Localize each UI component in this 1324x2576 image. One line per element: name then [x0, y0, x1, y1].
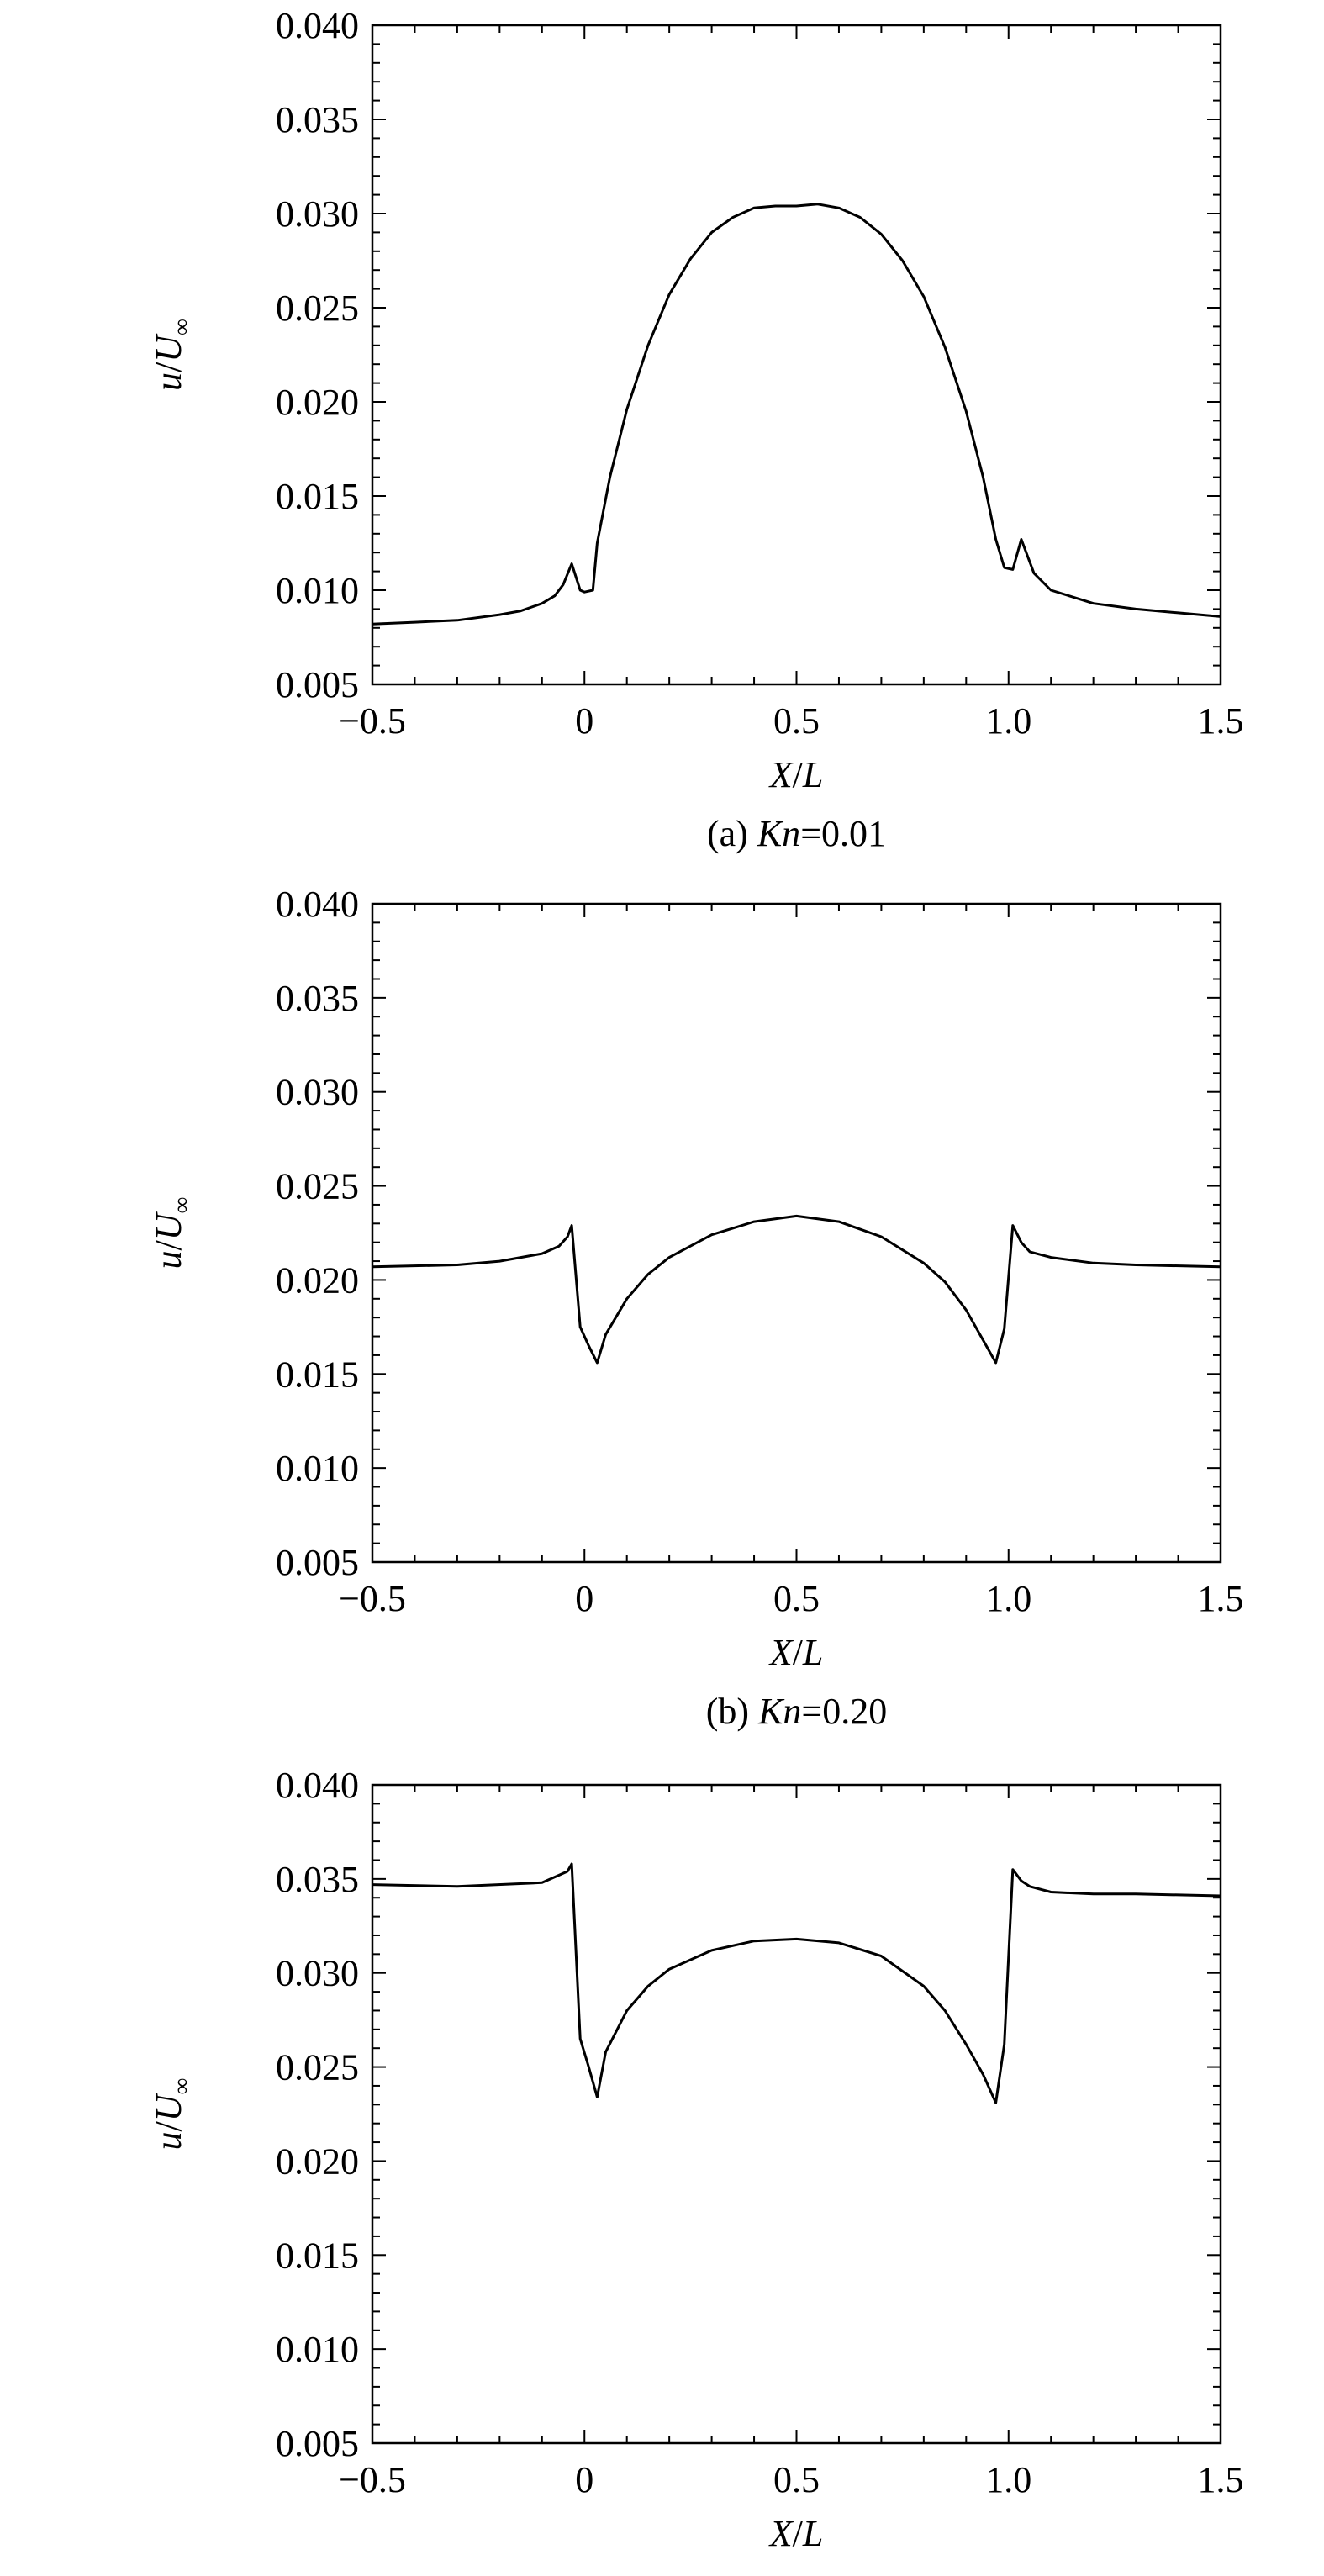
x-tick-label: 1.5	[1198, 1578, 1244, 1619]
y-tick-label: 0.010	[276, 2329, 359, 2370]
y-tick-label: 0.015	[276, 476, 359, 517]
plot-frame-a	[371, 24, 1222, 686]
y-tick-label: 0.010	[276, 1448, 359, 1489]
plot-frame-b	[371, 902, 1222, 1564]
panel-caption-a: (a) Kn=0.01	[707, 813, 886, 854]
x-tick-label: 0.5	[773, 700, 820, 742]
y-tick-label: 0.015	[276, 2235, 359, 2276]
y-tick-label: 0.025	[276, 1166, 359, 1207]
series-line-c	[372, 1862, 1221, 2104]
x-tick-label: 1.0	[985, 2459, 1031, 2500]
series-line-b	[372, 1214, 1221, 1365]
x-tick-label: 0	[575, 700, 593, 742]
y-tick-label: 0.020	[276, 1259, 359, 1301]
y-tick-label: 0.005	[276, 2423, 359, 2464]
y-axis-title: u/U∞	[148, 2078, 195, 2151]
x-tick-label: 0	[575, 1578, 593, 1619]
x-tick-label: 1.0	[985, 700, 1031, 742]
panel-caption-c: (c) Kn=0.50	[707, 2572, 886, 2576]
panel-caption-b: (b) Kn=0.20	[706, 1691, 888, 1732]
y-tick-label: 0.040	[276, 5, 359, 46]
y-tick-label: 0.030	[276, 1953, 359, 1994]
chart-panel-a: 0.005 0.010 0.015 0.020 0.025 0.030 0.035 0.040…	[148, 5, 1244, 854]
x-tick-label: 1.0	[985, 1578, 1031, 1619]
y-tick-label: 0.035	[276, 978, 359, 1019]
y-tick-label: 0.040	[276, 884, 359, 925]
y-tick-label: 0.020	[276, 382, 359, 423]
y-tick-label: 0.005	[276, 1542, 359, 1583]
x-tick-label: −0.5	[339, 2459, 406, 2500]
x-tick-label: −0.5	[339, 1578, 406, 1619]
y-tick-label: 0.020	[276, 2141, 359, 2182]
y-tick-label: 0.035	[276, 99, 359, 140]
x-tick-label: 1.5	[1198, 2459, 1244, 2500]
x-tick-label: 0.5	[773, 1578, 820, 1619]
y-axis-title: u/U∞	[148, 1197, 195, 1270]
y-tick-label: 0.035	[276, 1859, 359, 1900]
y-tick-label: 0.040	[276, 1765, 359, 1806]
y-tick-label: 0.025	[276, 288, 359, 329]
x-tick-label: 0.5	[773, 2459, 820, 2500]
y-tick-label: 0.005	[276, 664, 359, 705]
series-line-a	[372, 203, 1221, 626]
y-tick-label: 0.030	[276, 1072, 359, 1113]
y-tick-label: 0.030	[276, 193, 359, 235]
chart-panel-c: 0.005 0.010 0.015 0.020 0.025 0.030 0.035 0.040…	[148, 1765, 1244, 2576]
x-tick-label: −0.5	[339, 700, 406, 742]
y-axis-title: u/U∞	[148, 319, 195, 391]
y-tick-label: 0.015	[276, 1354, 359, 1395]
x-tick-label: 0	[575, 2459, 593, 2500]
x-axis-title: X/L	[768, 2513, 824, 2554]
x-axis-title: X/L	[768, 1632, 824, 1673]
y-tick-label: 0.010	[276, 570, 359, 611]
x-tick-label: 1.5	[1198, 700, 1244, 742]
x-axis-title: X/L	[768, 754, 824, 795]
y-tick-label: 0.025	[276, 2047, 359, 2088]
chart-panel-b: 0.005 0.010 0.015 0.020 0.025 0.030 0.035 0.040…	[148, 884, 1244, 1732]
